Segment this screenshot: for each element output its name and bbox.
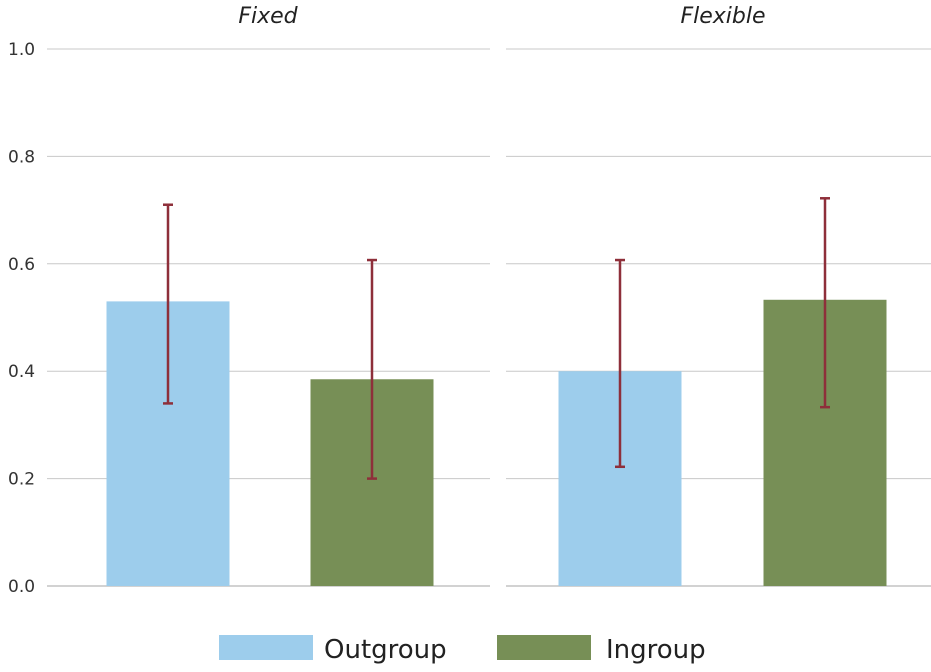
legend-swatch — [219, 635, 313, 660]
error-bars — [163, 197, 830, 480]
legend-label: Ingroup — [606, 635, 706, 665]
error-bar — [615, 258, 625, 469]
y-tick-label: 1.0 — [8, 40, 35, 60]
y-tick-label: 0.4 — [8, 362, 35, 382]
y-tick-label: 0.0 — [8, 577, 35, 597]
error-bar — [163, 203, 173, 405]
panel-title: Flexible — [680, 4, 765, 29]
legend-item-ingroup: Ingroup — [497, 635, 706, 665]
y-tick-label: 0.6 — [8, 255, 35, 275]
legend-swatch — [497, 635, 591, 660]
error-bar — [820, 197, 830, 409]
y-tick-label: 0.8 — [8, 147, 35, 167]
legend-item-outgroup: Outgroup — [219, 635, 447, 665]
panel-titles: Fixed Flexible — [238, 4, 765, 29]
bars — [106, 299, 887, 586]
legend: Outgroup Ingroup — [219, 635, 706, 665]
y-tick-label: 0.2 — [8, 470, 35, 490]
panel-title: Fixed — [238, 4, 298, 29]
error-bar — [367, 258, 377, 480]
legend-label: Outgroup — [324, 635, 447, 665]
y-axis-tick-labels: 0.0 0.2 0.4 0.6 0.8 1.0 — [8, 40, 35, 597]
